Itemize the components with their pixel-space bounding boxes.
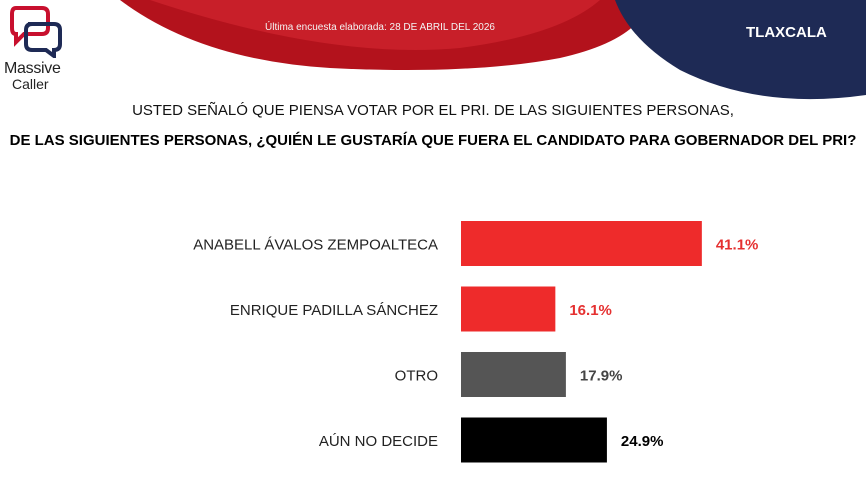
bar-1 [461,286,556,332]
value-label-1: 16.1% [569,302,612,319]
category-label-0: ANABELL ÁVALOS ZEMPOALTECA [193,237,438,254]
survey-date: Última encuesta elaborada: 28 DE ABRIL D… [265,22,495,33]
region-label: TLAXCALA [746,24,827,41]
value-label-2: 17.9% [580,368,623,385]
category-label-2: OTRO [395,368,438,385]
value-label-0: 41.1% [716,237,759,254]
bar-2 [461,352,566,397]
chat-bubbles-icon [10,6,62,58]
banner-navy-wave [615,0,866,100]
category-label-1: ENRIQUE PADILLA SÁNCHEZ [230,302,438,319]
massive-caller-logo: Massive Caller [4,4,70,94]
logo-text-massive: Massive [4,60,61,77]
bar-0 [461,221,702,266]
question-line-2: DE LAS SIGUIENTES PERSONAS, ¿QUIÉN LE GU… [9,132,857,149]
header-banner [120,0,866,100]
question-line-1: USTED SEÑALÓ QUE PIENSA VOTAR POR EL PRI… [132,102,734,119]
category-label-3: AÚN NO DECIDE [319,433,438,450]
value-label-3: 24.9% [621,433,664,450]
banner-red-highlight [150,0,600,50]
logo-text-caller: Caller [12,76,49,92]
bar-3 [461,417,607,463]
